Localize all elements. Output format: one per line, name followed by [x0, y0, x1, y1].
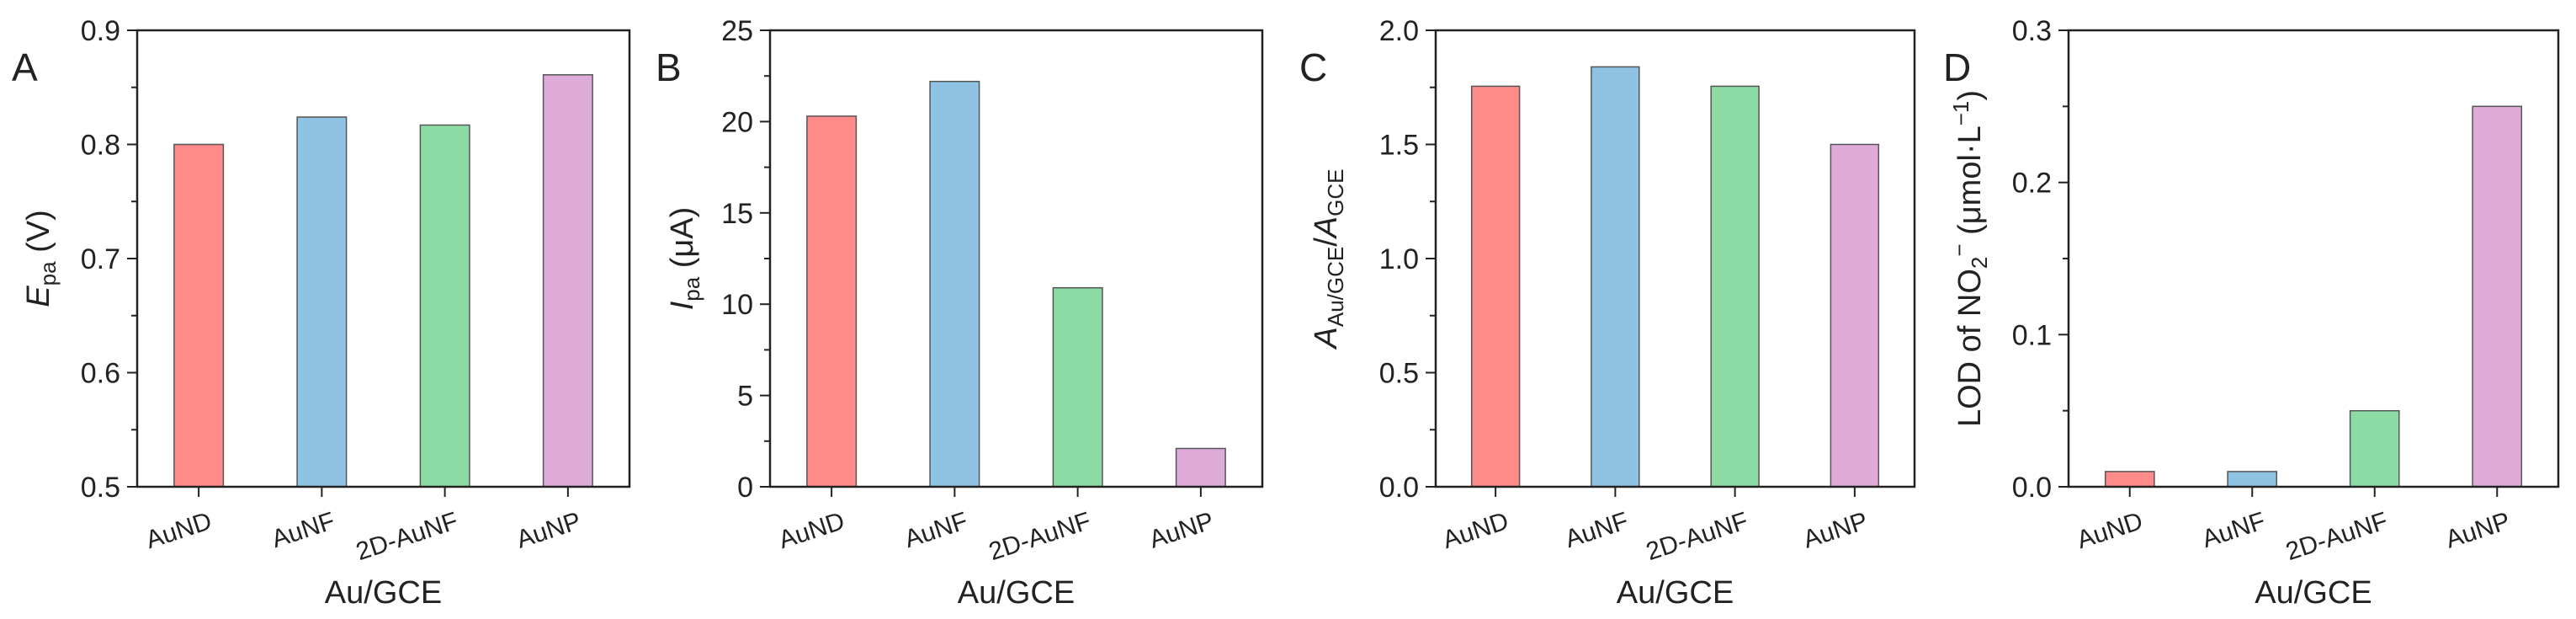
x-axis-title: Au/GCE — [1617, 575, 1734, 611]
bar-2d-aunf — [2349, 409, 2400, 488]
x-tick-label: AuNP — [1800, 507, 1872, 554]
y-tick-label: 0.1 — [2012, 319, 2052, 351]
chart-panel-d: D AuND AuNF 2D-AuNF AuNP 0.0 0.1 0.2 0.3 Au/GCE LO… — [1943, 15, 2560, 611]
y-tick-label: 1.5 — [1379, 130, 1419, 162]
y-tick-label: 0.8 — [81, 130, 120, 162]
x-axis-title: Au/GCE — [958, 575, 1075, 611]
y-tick-label: 20 — [721, 106, 753, 138]
y-axis-title: Epa (V) — [21, 210, 61, 307]
x-tick-label: AuND — [142, 507, 215, 554]
x-tick-label: 2D-AuNF — [353, 507, 461, 566]
chart-panel-b: B AuND AuNF 2D-AuNF AuNP 0 5 10 15 20 25 Au/GCE Ipa … — [656, 15, 1264, 611]
x-tick-label: AuNF — [901, 507, 971, 553]
panel-a: A AuND AuNF 2D-AuNF AuNP 0.5 0.6 0.7 0.8 0.9 Au/GC… — [0, 0, 644, 619]
bar-aunp — [1175, 447, 1226, 488]
x-tick-label: AuNP — [513, 507, 585, 554]
y-tick-label: 0 — [737, 472, 753, 504]
y-tick-label: 0.5 — [1379, 358, 1419, 390]
panel-b: B AuND AuNF 2D-AuNF AuNP 0 5 10 15 20 25 Au/GCE Ipa … — [644, 0, 1288, 619]
y-axis-title: AAu/GCE/AGCE — [1309, 169, 1348, 350]
bar-aund — [806, 115, 858, 488]
bar-2d-aunf — [1710, 85, 1760, 488]
bar-aunf — [2227, 471, 2278, 488]
y-tick-label: 15 — [721, 198, 753, 230]
panel-letter: D — [1943, 45, 1971, 89]
x-tick-label: AuNF — [1562, 507, 1632, 553]
panel-c: C AuND AuNF 2D-AuNF AuNP 0.0 0.5 1.0 1.5 2.0 Au/GC… — [1288, 0, 1931, 619]
y-tick-label: 0.2 — [2012, 168, 2052, 200]
bar-aunp — [2472, 105, 2523, 488]
y-tick-label: 0.0 — [2012, 472, 2052, 504]
x-tick-label: AuNP — [2442, 507, 2514, 554]
y-tick-label: 0.6 — [81, 358, 120, 390]
y-tick-label: 2.0 — [1379, 15, 1419, 47]
x-tick-label: AuNF — [2199, 507, 2269, 553]
bar-aunp — [542, 74, 593, 488]
bar-aunp — [1830, 143, 1880, 488]
x-tick-label: AuND — [2074, 507, 2146, 554]
y-axis-title: Ipa (μA) — [665, 207, 704, 311]
panel-letter: B — [656, 45, 682, 89]
panel-d: D AuND AuNF 2D-AuNF AuNP 0.0 0.1 0.2 0.3 Au/GCE LO… — [1931, 0, 2575, 619]
panel-letter: A — [12, 45, 38, 89]
panel-letter: C — [1299, 45, 1327, 89]
x-tick-label: AuNP — [1146, 507, 1218, 554]
y-tick-label: 0.3 — [2012, 15, 2052, 47]
bar-aund — [173, 143, 225, 488]
chart-panel-c: C AuND AuNF 2D-AuNF AuNP 0.0 0.5 1.0 1.5 2.0 Au/GC… — [1299, 15, 1916, 611]
x-tick-label: 2D-AuNF — [985, 507, 1094, 566]
y-tick-label: 1.0 — [1379, 243, 1419, 275]
bar-aund — [2104, 471, 2155, 488]
x-axis-title: Au/GCE — [325, 575, 442, 611]
x-tick-label: AuNF — [268, 507, 338, 553]
bar-2d-aunf — [1052, 286, 1103, 488]
x-axis-title: Au/GCE — [2255, 575, 2372, 611]
x-tick-label: 2D-AuNF — [2282, 507, 2391, 566]
y-tick-label: 5 — [737, 381, 753, 413]
bar-aunf — [296, 116, 348, 488]
y-axis-title: LOD of NO2− (μmol·L−1) — [1947, 90, 1992, 427]
y-tick-label: 0.5 — [81, 472, 120, 504]
y-tick-label: 0.9 — [81, 15, 120, 47]
x-tick-label: 2D-AuNF — [1643, 507, 1751, 566]
y-tick-label: 10 — [721, 289, 753, 321]
x-tick-label: AuND — [1439, 507, 1511, 554]
chart-panel-a: A AuND AuNF 2D-AuNF AuNP 0.5 0.6 0.7 0.8 0.9 Au/GC… — [12, 15, 631, 611]
y-tick-label: 0.0 — [1379, 472, 1419, 504]
y-tick-label: 0.7 — [81, 243, 120, 275]
y-tick-label: 25 — [721, 15, 753, 47]
x-tick-label: AuND — [775, 507, 847, 554]
bar-aunf — [929, 80, 980, 488]
bar-aund — [1470, 85, 1521, 488]
bar-aunf — [1591, 66, 1640, 488]
bar-2d-aunf — [419, 124, 470, 488]
